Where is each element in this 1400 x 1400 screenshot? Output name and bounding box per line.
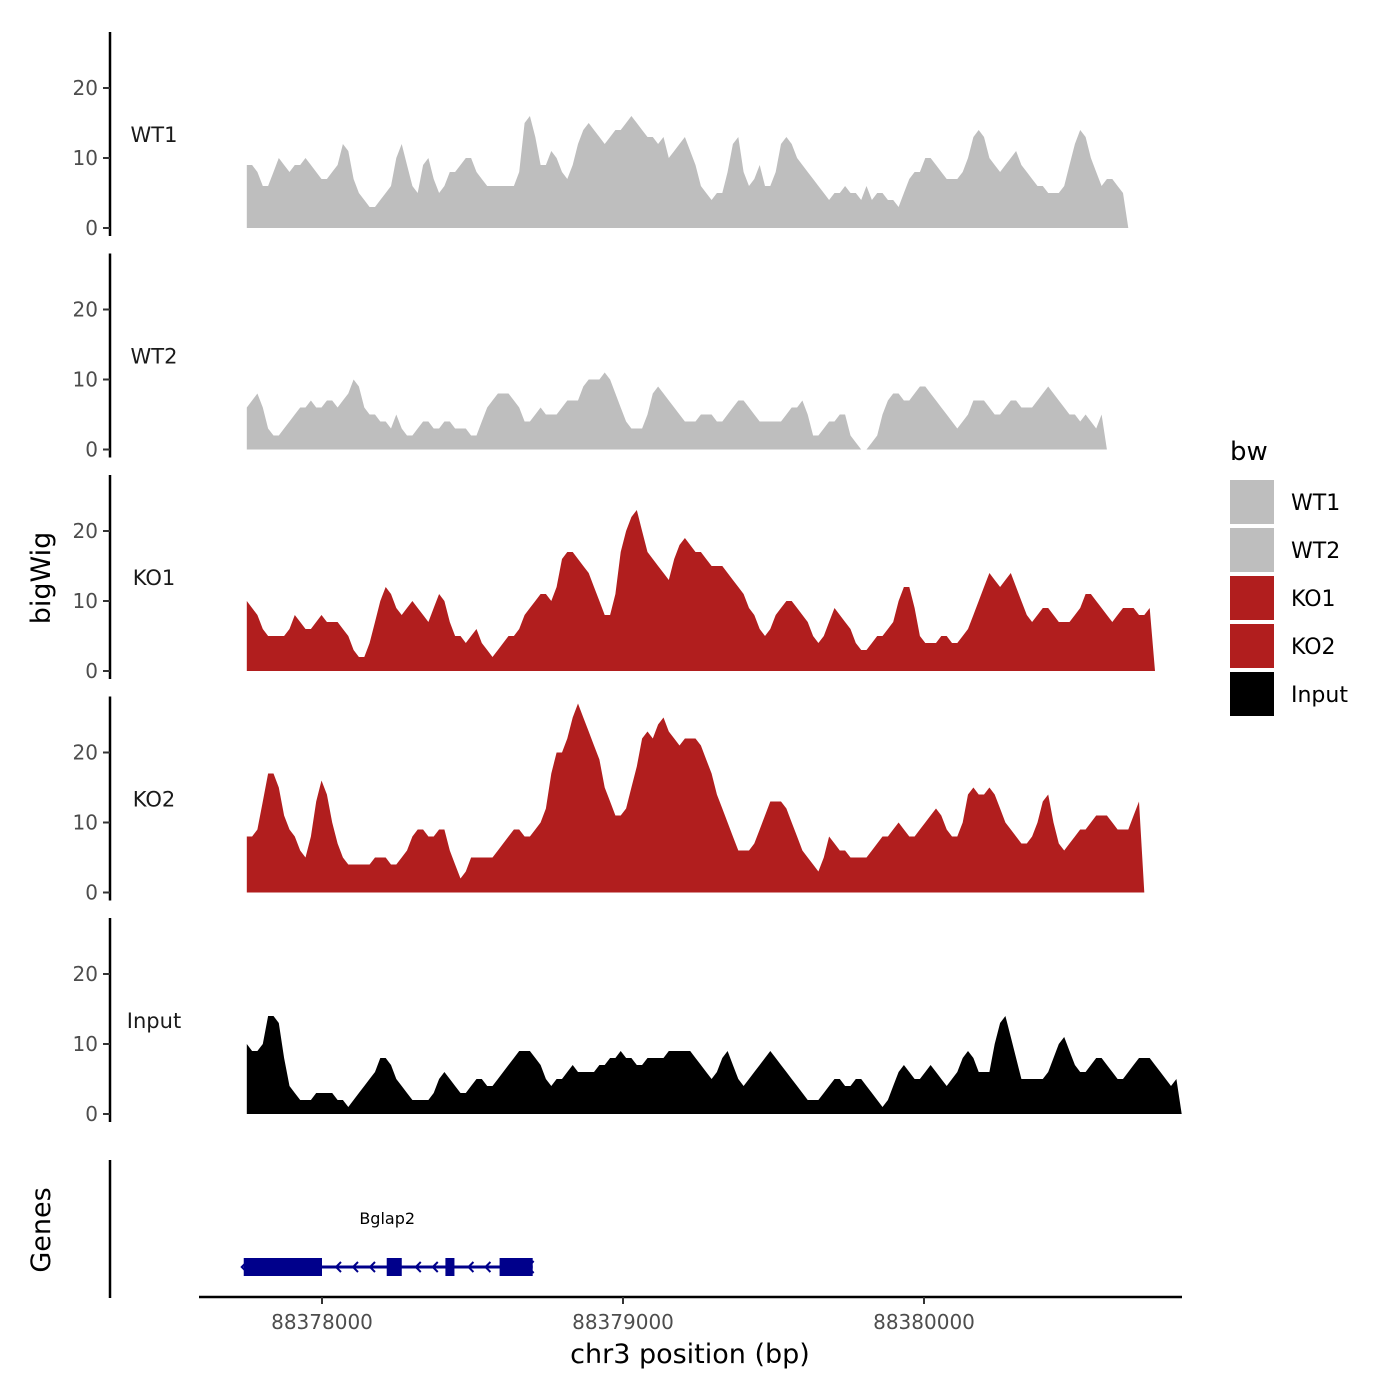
y-tick-label: 10 bbox=[73, 1032, 98, 1056]
legend-item-ko2: KO2 bbox=[1230, 624, 1336, 668]
legend-label: KO1 bbox=[1291, 587, 1336, 612]
y-tick-label: 20 bbox=[73, 519, 98, 543]
gene-exon bbox=[445, 1258, 455, 1276]
gene-exon bbox=[386, 1258, 402, 1276]
y-tick-label: 0 bbox=[85, 438, 98, 462]
genes-panel: Bglap2 bbox=[108, 1160, 535, 1298]
coverage-area-wt1 bbox=[246, 116, 1129, 228]
track-input: 0 10 20 Input bbox=[73, 918, 1182, 1126]
x-tick-label: 88379000 bbox=[572, 1310, 674, 1334]
track-label: WT2 bbox=[131, 345, 178, 369]
track-wt1: 0 10 20 WT1 bbox=[73, 32, 1129, 240]
y-tick-label: 20 bbox=[73, 962, 98, 986]
y-tick-label: 20 bbox=[73, 298, 98, 322]
legend: bw WT1 WT2 KO1 KO2 Input bbox=[1230, 437, 1348, 716]
y-tick-label: 0 bbox=[85, 1102, 98, 1126]
y-axis-title: bigWig bbox=[26, 532, 57, 625]
strand-arrow bbox=[351, 1261, 359, 1273]
legend-item-ko1: KO1 bbox=[1230, 576, 1336, 620]
legend-item-wt1: WT1 bbox=[1230, 480, 1340, 524]
y-tick-label: 10 bbox=[73, 589, 98, 613]
coverage-area-input bbox=[246, 1016, 1182, 1114]
strand-arrow bbox=[240, 1260, 249, 1274]
strand-arrow bbox=[414, 1261, 422, 1273]
x-tick-label: 88380000 bbox=[873, 1310, 975, 1334]
legend-label: WT1 bbox=[1291, 491, 1340, 516]
strand-arrow bbox=[334, 1261, 342, 1273]
legend-label: Input bbox=[1291, 683, 1348, 708]
track-wt2: 0 10 20 WT2 bbox=[73, 253, 1107, 462]
legend-item-input: Input bbox=[1230, 672, 1348, 716]
gene-exon bbox=[499, 1258, 533, 1276]
track-label: KO1 bbox=[133, 566, 176, 590]
legend-swatch bbox=[1230, 576, 1274, 620]
track-ko2: 0 10 20 KO2 bbox=[73, 696, 1145, 905]
legend-swatch bbox=[1230, 528, 1274, 572]
y-tick-label: 0 bbox=[85, 216, 98, 240]
legend-label: WT2 bbox=[1291, 539, 1340, 564]
y-tick-label: 0 bbox=[85, 881, 98, 905]
track-label: Input bbox=[127, 1009, 181, 1033]
coverage-area-ko1 bbox=[246, 510, 1156, 671]
strand-arrow bbox=[467, 1261, 475, 1273]
y-tick-label: 10 bbox=[73, 811, 98, 835]
legend-label: KO2 bbox=[1291, 635, 1336, 660]
strand-arrow bbox=[484, 1261, 492, 1273]
y-tick-label: 10 bbox=[73, 146, 98, 170]
x-axis-title: chr3 position (bp) bbox=[570, 1339, 810, 1370]
legend-swatch bbox=[1230, 672, 1274, 716]
x-tick-label: 88378000 bbox=[271, 1310, 373, 1334]
strand-arrow bbox=[526, 1260, 535, 1274]
legend-swatch bbox=[1230, 624, 1274, 668]
legend-item-wt2: WT2 bbox=[1230, 528, 1340, 572]
legend-swatch bbox=[1230, 480, 1274, 524]
coverage-tracks: 0 10 20 WT1 0 10 20 WT2 0 10 20 KO1 0 10 20 KO2 0 10 20 Inp… bbox=[73, 32, 1182, 1126]
coverage-area-wt2 bbox=[246, 372, 1107, 450]
y-tick-label: 20 bbox=[73, 741, 98, 765]
legend-title: bw bbox=[1230, 437, 1268, 467]
track-ko1: 0 10 20 KO1 bbox=[73, 475, 1156, 683]
track-label: KO2 bbox=[133, 788, 176, 812]
y-tick-label: 20 bbox=[73, 76, 98, 100]
track-label: WT1 bbox=[131, 123, 178, 147]
y-tick-label: 10 bbox=[73, 368, 98, 392]
coverage-area-ko2 bbox=[246, 703, 1145, 893]
strand-arrow bbox=[431, 1261, 439, 1273]
strand-arrow bbox=[368, 1261, 376, 1273]
x-axis: 88378000 88379000 88380000 bbox=[199, 1295, 1182, 1334]
y-tick-label: 0 bbox=[85, 659, 98, 683]
gene-name-label: Bglap2 bbox=[359, 1209, 415, 1228]
gene-exon bbox=[243, 1258, 322, 1276]
genes-axis-title: Genes bbox=[26, 1187, 57, 1272]
